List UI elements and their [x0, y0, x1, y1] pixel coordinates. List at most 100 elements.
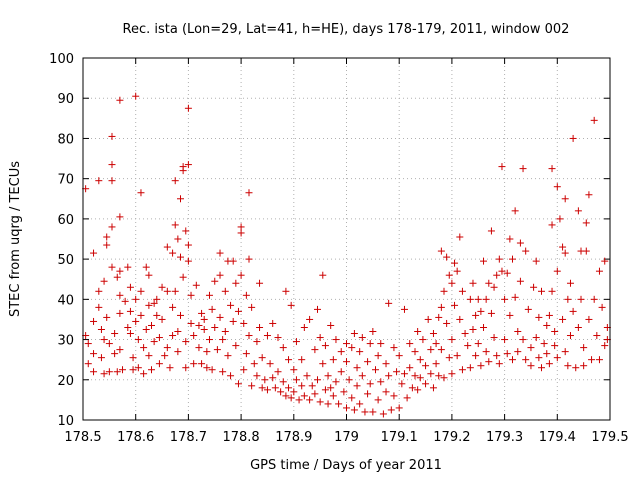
data-point — [216, 249, 224, 257]
data-point — [103, 313, 111, 321]
data-point — [406, 364, 414, 372]
data-point — [150, 338, 158, 346]
data-point — [229, 317, 237, 325]
data-point — [124, 263, 132, 271]
data-point — [516, 239, 524, 247]
data-point — [100, 370, 108, 378]
data-point — [295, 396, 303, 404]
data-point — [443, 253, 451, 261]
data-point — [374, 396, 382, 404]
data-point — [553, 354, 561, 362]
data-point — [574, 207, 582, 215]
data-point — [108, 132, 116, 140]
data-point — [248, 303, 256, 311]
data-point — [124, 323, 132, 331]
data-point — [153, 295, 161, 303]
data-point — [364, 358, 372, 366]
data-point — [435, 372, 443, 380]
data-point — [561, 348, 569, 356]
data-point — [580, 362, 588, 370]
data-point — [424, 315, 432, 323]
x-tick-label: 179.2 — [433, 430, 470, 445]
data-point — [242, 350, 250, 358]
data-point — [377, 340, 385, 348]
data-point — [100, 336, 108, 344]
data-point — [493, 352, 501, 360]
data-point — [105, 368, 113, 376]
data-point — [524, 305, 532, 313]
data-point — [516, 277, 524, 285]
data-point — [353, 382, 361, 390]
data-point — [132, 317, 140, 325]
data-point — [530, 283, 538, 291]
data-point — [274, 368, 282, 376]
data-point — [350, 330, 358, 338]
data-point — [395, 404, 403, 412]
data-point — [458, 366, 466, 374]
data-point — [582, 219, 590, 227]
data-point — [216, 271, 224, 279]
data-point — [95, 287, 103, 295]
data-point — [132, 92, 140, 100]
data-point — [487, 309, 495, 317]
data-point — [95, 303, 103, 311]
data-point — [559, 315, 567, 323]
data-point — [358, 334, 366, 342]
data-point — [198, 360, 206, 368]
data-point — [511, 207, 519, 215]
data-point — [232, 342, 240, 350]
data-point — [371, 366, 379, 374]
data-point — [237, 229, 245, 237]
data-point — [219, 336, 227, 344]
data-point — [503, 350, 511, 358]
data-point — [466, 364, 474, 372]
data-point — [543, 350, 551, 358]
data-point — [248, 382, 256, 390]
data-point — [408, 384, 416, 392]
data-point — [477, 307, 485, 315]
y-tick-label: 90 — [57, 92, 74, 107]
data-point — [590, 116, 598, 124]
data-point — [140, 344, 148, 352]
data-point — [174, 235, 182, 243]
data-point — [311, 346, 319, 354]
data-point — [90, 317, 98, 325]
data-point — [453, 352, 461, 360]
data-point — [234, 307, 242, 315]
data-point — [145, 301, 153, 309]
data-point — [269, 319, 277, 327]
data-point — [356, 400, 364, 408]
data-point — [279, 378, 287, 386]
data-point — [398, 380, 406, 388]
data-point — [116, 267, 124, 275]
data-point — [129, 366, 137, 374]
data-point — [290, 366, 298, 374]
data-point — [116, 213, 124, 221]
data-point — [532, 334, 540, 342]
data-point — [495, 360, 503, 368]
data-point — [137, 189, 145, 197]
data-point — [182, 227, 190, 235]
data-point — [566, 279, 574, 287]
data-point — [221, 287, 229, 295]
data-point — [503, 269, 511, 277]
y-tick-label: 10 — [57, 414, 74, 429]
data-point — [292, 376, 300, 384]
data-point — [400, 370, 408, 378]
data-point — [527, 362, 535, 370]
data-point — [137, 287, 145, 295]
data-point — [343, 358, 350, 366]
data-point — [205, 336, 213, 344]
x-tick-label: 179 — [334, 430, 359, 445]
data-point — [427, 346, 435, 354]
data-point — [126, 330, 134, 338]
data-point — [319, 271, 327, 279]
data-point — [213, 346, 221, 354]
data-point — [227, 372, 235, 380]
data-point — [453, 267, 461, 275]
data-point — [300, 392, 308, 400]
y-tick-label: 20 — [57, 374, 74, 389]
data-point — [564, 295, 572, 303]
data-point — [335, 400, 343, 408]
